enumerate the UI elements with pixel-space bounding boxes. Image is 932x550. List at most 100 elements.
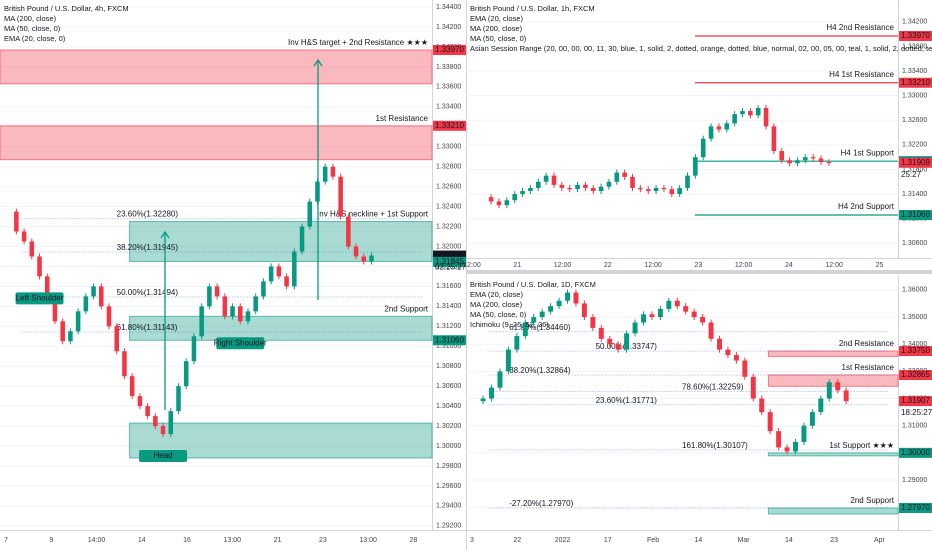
y-tick-label: 1.35000 <box>902 314 927 321</box>
fib-label: 161.80%(1.30107) <box>682 441 748 450</box>
legend-line: British Pound / U.S. Dollar, 1h, FXCM <box>470 4 595 13</box>
candle <box>826 162 832 164</box>
candle <box>548 306 554 312</box>
candle <box>21 231 27 242</box>
candle <box>551 175 557 185</box>
zone <box>129 315 433 341</box>
x-tick-label: 24 <box>785 262 793 269</box>
candle <box>810 157 816 159</box>
arrow-head <box>313 58 323 67</box>
fib-label: 61.80%(1.34460) <box>509 323 571 332</box>
candle <box>330 166 336 177</box>
price-tag-label: 1.27970 <box>901 503 930 512</box>
fib-label: 61.80%(1.31143) <box>117 323 178 332</box>
candle <box>543 175 549 182</box>
candle <box>505 349 511 372</box>
candle <box>512 194 518 201</box>
x-tick-label: 16 <box>183 537 191 544</box>
fib-label: 23.60%(1.31771) <box>596 396 658 405</box>
candle <box>750 376 756 399</box>
legend-line: MA (200, close) <box>470 24 523 33</box>
candle <box>106 306 112 327</box>
y-tick-label: 1.33800 <box>436 64 461 71</box>
candle <box>779 151 785 161</box>
candle <box>480 398 486 402</box>
candle <box>83 296 89 312</box>
candle <box>299 226 305 252</box>
candle <box>693 157 698 176</box>
candle <box>630 176 635 188</box>
annotation-box <box>139 450 188 463</box>
fib-label: -27.20%(1.27970) <box>509 499 573 508</box>
candle <box>522 322 528 337</box>
candle <box>809 412 815 426</box>
price-tag <box>899 30 932 41</box>
x-tick-label: 14 <box>694 537 702 544</box>
candle <box>199 306 204 337</box>
candle <box>29 241 35 257</box>
price-tag-label: 1.31907 <box>901 396 930 405</box>
candle <box>657 308 663 318</box>
candle <box>573 292 579 304</box>
price-tag-label: 1.31060 <box>435 335 464 344</box>
zone-label: 1st Resistance <box>376 114 429 123</box>
candle <box>230 306 235 317</box>
candle <box>771 126 777 152</box>
candle <box>353 246 359 257</box>
candle <box>818 158 824 163</box>
candle <box>843 390 849 402</box>
price-tag <box>433 250 466 261</box>
x-tick-label: 2022 <box>555 537 571 544</box>
candle <box>581 303 587 318</box>
price-tag <box>899 210 932 220</box>
candle <box>153 416 158 427</box>
y-tick-label: 1.31800 <box>902 166 927 173</box>
zone <box>767 350 899 357</box>
candle <box>261 281 266 297</box>
x-tick-label: 23 <box>694 262 702 269</box>
candle <box>528 187 533 192</box>
candle <box>292 251 297 287</box>
candle <box>122 351 127 377</box>
legend-line: MA (50, close, 0) <box>470 34 527 43</box>
candle <box>253 296 258 312</box>
candle <box>565 292 570 301</box>
y-tick-label: 1.31400 <box>436 303 461 310</box>
price-tag <box>899 157 932 168</box>
candle <box>683 306 689 312</box>
candle <box>37 256 42 277</box>
candle <box>622 172 627 177</box>
candle <box>245 311 251 322</box>
x-tick-label: 14 <box>138 537 146 544</box>
candle <box>539 311 545 318</box>
candle <box>559 184 565 188</box>
candle <box>168 411 174 435</box>
candle <box>803 157 808 161</box>
countdown: 02:25:27 <box>435 263 467 272</box>
candle <box>276 266 282 277</box>
x-tick-label: 9 <box>49 537 53 544</box>
candle <box>590 317 596 328</box>
y-tick-label: 1.34400 <box>436 4 461 11</box>
price-tag <box>899 447 932 458</box>
y-tick-label: 1.30000 <box>436 443 461 450</box>
x-tick-label: Feb <box>647 537 659 544</box>
candle <box>607 338 613 345</box>
candle <box>835 382 841 391</box>
candle <box>14 211 19 232</box>
zone <box>767 452 899 457</box>
legend-line: MA (50, close, 0) <box>4 24 61 33</box>
zone-label: Inv H&S neckline + 1st Support <box>317 210 429 219</box>
price-tag <box>433 44 466 55</box>
price-tag-label: 1.33210 <box>435 121 464 130</box>
annotation-label: Left Shoulder <box>16 294 64 303</box>
candle <box>793 441 798 452</box>
y-tick-label: 1.33600 <box>436 84 461 91</box>
candle <box>748 111 753 116</box>
candle <box>567 187 572 190</box>
y-tick-label: 1.31000 <box>902 423 927 430</box>
legend-line: Ichimoku (9, 26, 52, 26) <box>470 320 549 329</box>
candle <box>497 371 503 388</box>
candle <box>801 425 807 442</box>
